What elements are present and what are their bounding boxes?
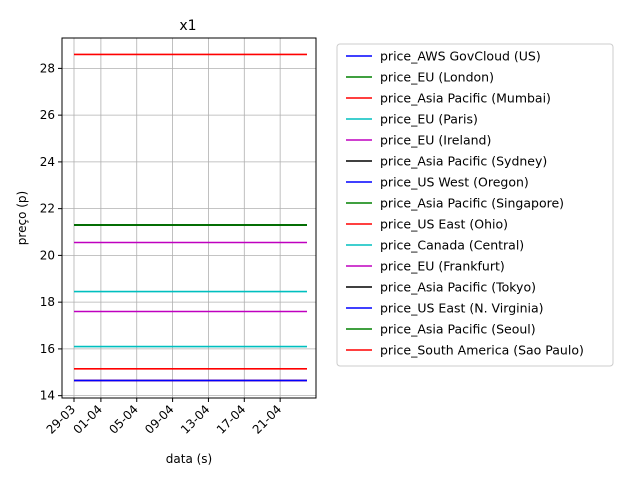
y-tick-label: 14 — [40, 389, 55, 403]
legend-label: price_Asia Pacific (Sydney) — [380, 154, 547, 169]
y-tick-label: 22 — [40, 202, 55, 216]
y-tick-label: 18 — [40, 295, 55, 309]
y-tick-label: 28 — [40, 61, 55, 75]
legend-label: price_Canada (Central) — [380, 238, 524, 253]
legend-label: price_Asia Pacific (Mumbai) — [380, 91, 551, 106]
y-axis-ticks: 14 16 18 20 22 24 26 28 — [40, 61, 62, 403]
y-tick-label: 16 — [40, 342, 55, 356]
legend-label: price_EU (London) — [380, 70, 494, 85]
x-tick-label: 21-04 — [250, 402, 285, 437]
legend-label: price_Asia Pacific (Seoul) — [380, 322, 536, 337]
plot-frame — [61, 37, 317, 399]
x-tick-label: 09-04 — [142, 402, 177, 437]
y-tick-label: 26 — [40, 108, 55, 122]
grid — [62, 38, 316, 398]
chart-title: x1 — [179, 18, 196, 34]
legend-label: price_AWS GovCloud (US) — [380, 49, 541, 64]
x-axis-label: data (s) — [166, 452, 212, 466]
legend-label: price_US East (Ohio) — [380, 217, 508, 232]
y-axis-label: preço (p) — [15, 191, 29, 245]
legend-label: price_EU (Ireland) — [380, 133, 491, 148]
x-tick-label: 13-04 — [178, 402, 213, 437]
legend-box — [336, 43, 614, 367]
legend: price_AWS GovCloud (US) price_EU (London)… — [336, 43, 614, 367]
y-tick-label: 24 — [40, 155, 55, 169]
x-tick-label: 05-04 — [106, 402, 141, 437]
legend-label: price_Asia Pacific (Tokyo) — [380, 280, 536, 295]
legend-label: price_South America (Sao Paulo) — [380, 343, 584, 358]
legend-label: price_EU (Paris) — [380, 112, 478, 127]
legend-label: price_Asia Pacific (Singapore) — [380, 196, 564, 211]
legend-label: price_US West (Oregon) — [380, 175, 529, 190]
x-tick-label: 17-04 — [214, 402, 249, 437]
legend-label: price_US East (N. Virginia) — [380, 301, 544, 316]
legend-label: price_EU (Frankfurt) — [380, 259, 505, 274]
x-tick-label: 29-03 — [44, 402, 79, 437]
y-tick-label: 20 — [40, 248, 55, 262]
x-tick-label: 01-04 — [70, 402, 105, 437]
series-lines — [74, 53, 307, 382]
